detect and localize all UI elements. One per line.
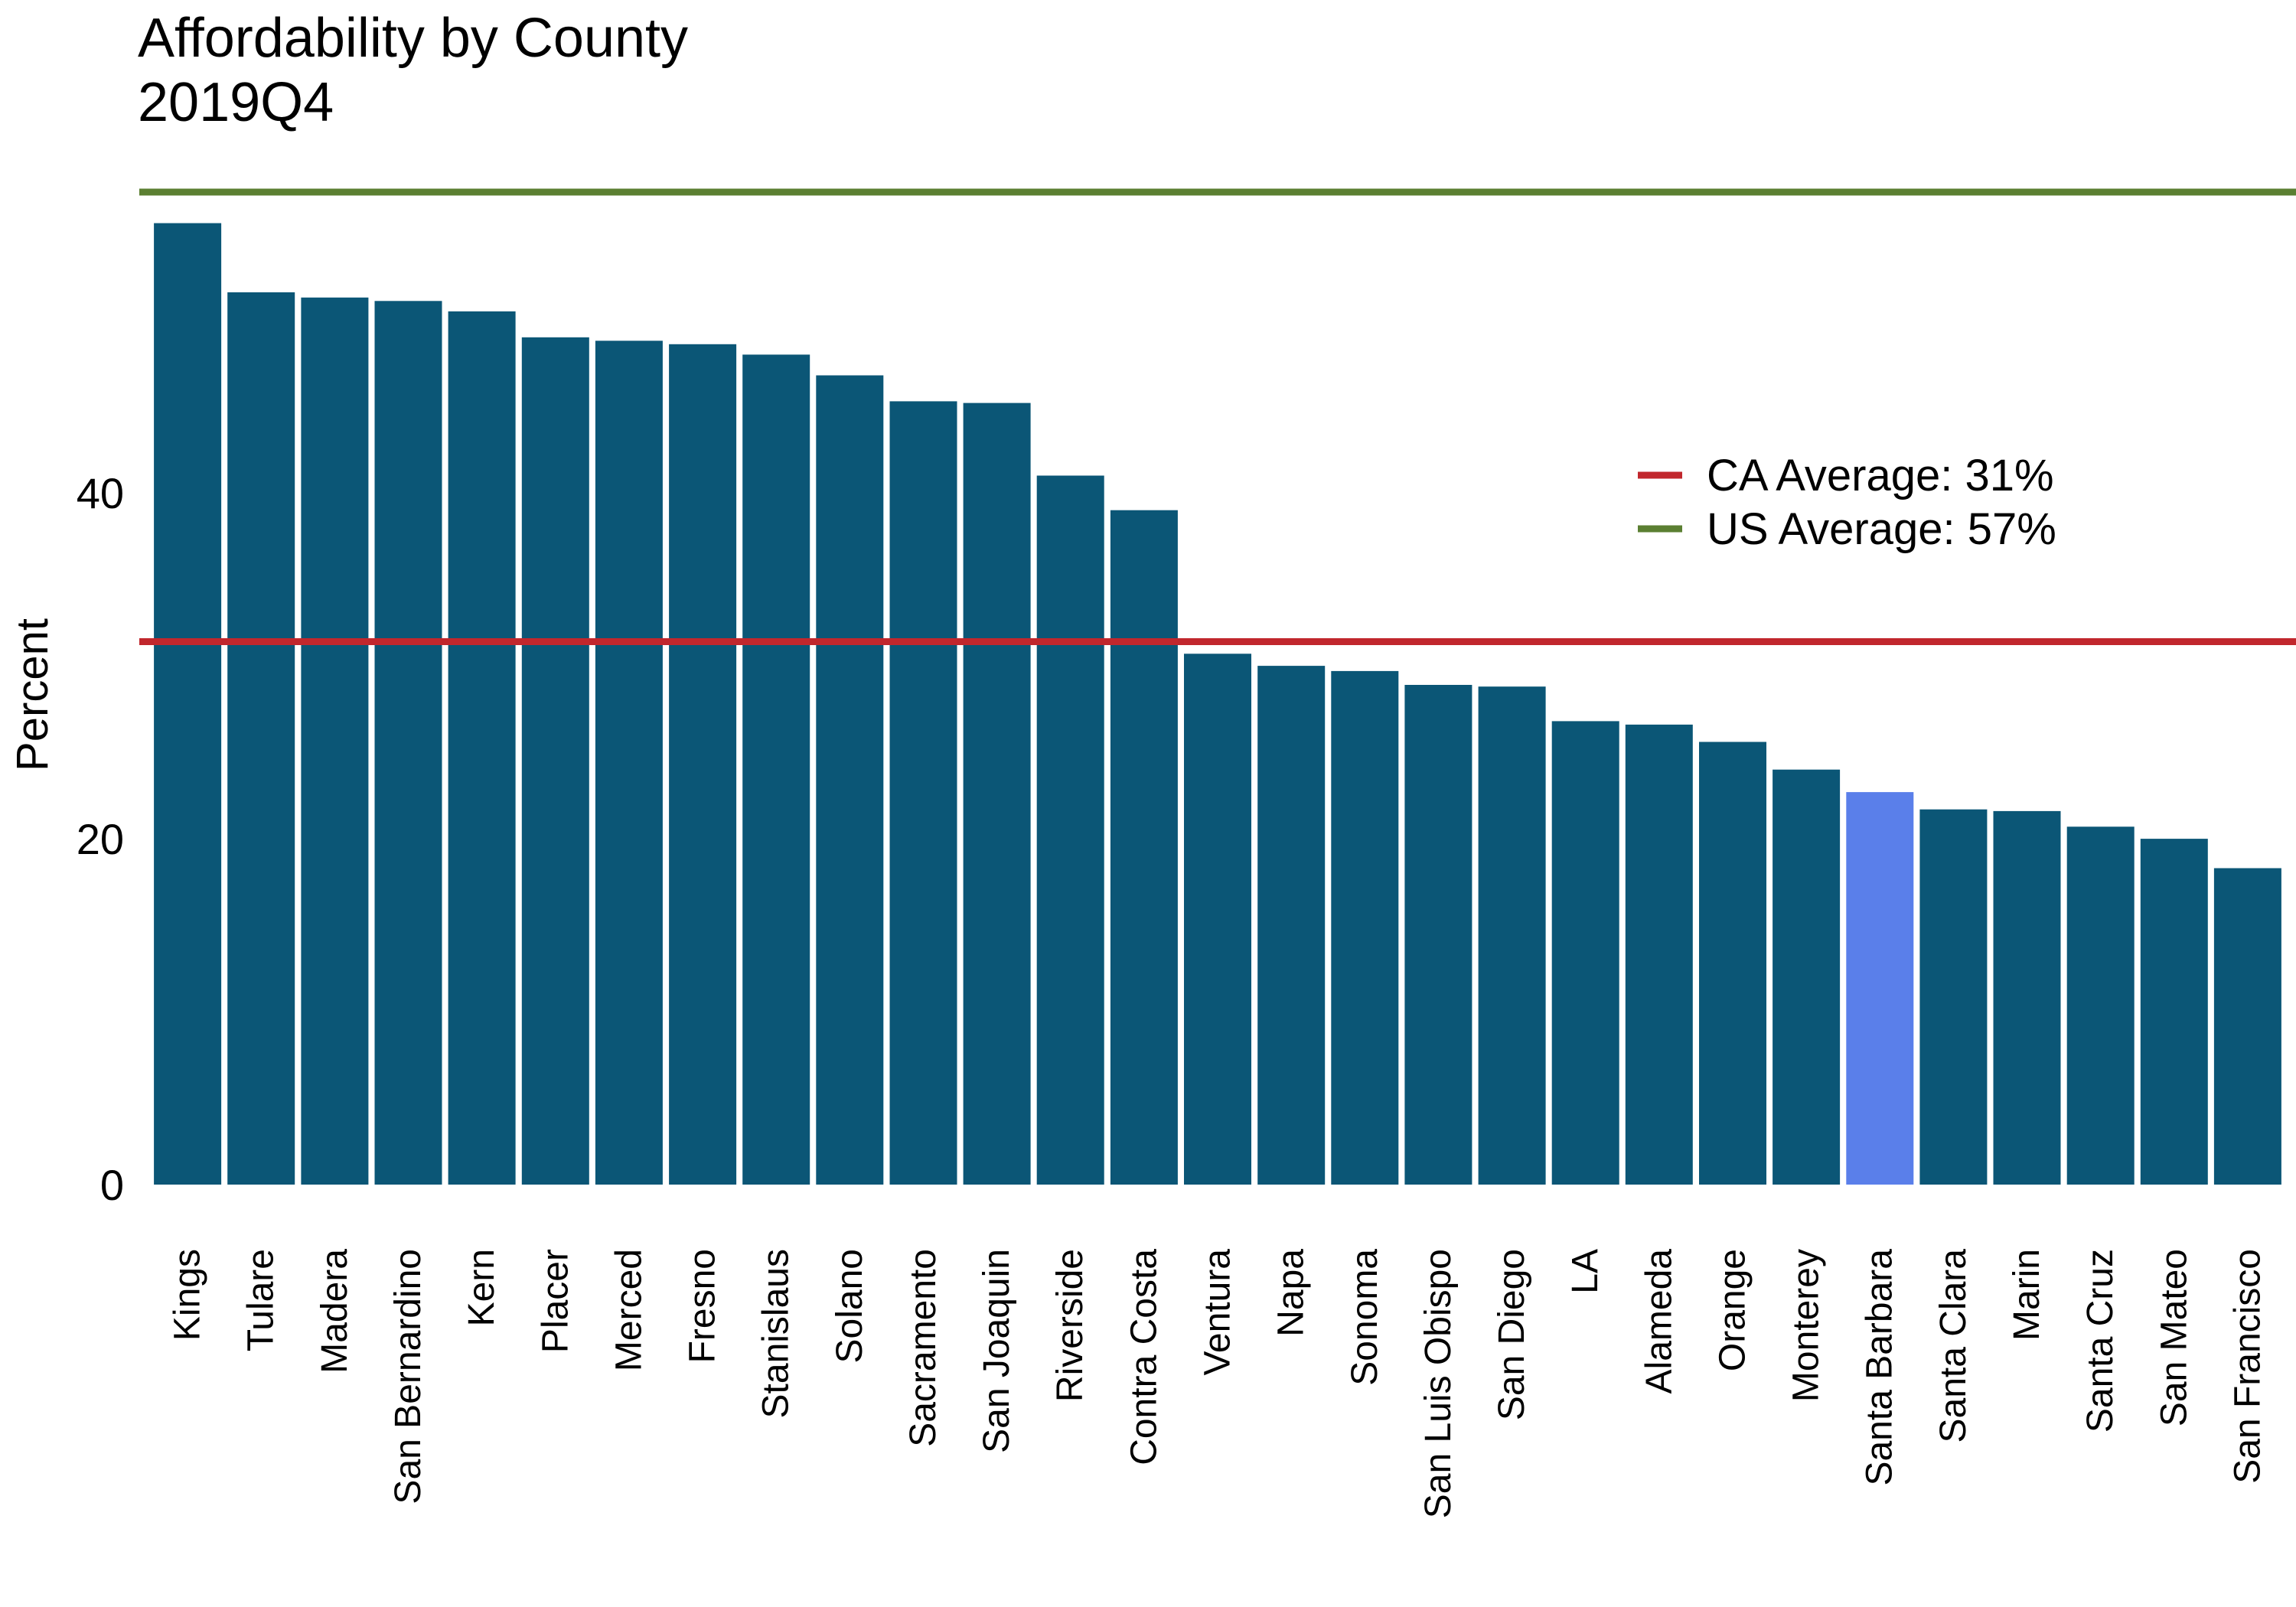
x-tick-label: Fresno (683, 1249, 723, 1363)
reference-lines (139, 188, 2296, 645)
bar-merced (595, 341, 663, 1185)
legend-label: US Average: 57% (1707, 504, 2056, 554)
bar-solano (816, 375, 884, 1185)
x-tick-label: LA (1565, 1249, 1606, 1294)
legend-label: CA Average: 31% (1707, 451, 2054, 500)
x-tick-label: Stanislaus (756, 1249, 797, 1418)
legend: CA Average: 31%US Average: 57% (1638, 451, 2056, 554)
bar-santa-cruz (2066, 826, 2135, 1185)
x-tick-label: San Bernardino (388, 1249, 429, 1504)
x-tick-label: San Luis Obispo (1418, 1249, 1459, 1518)
bar-placer (521, 337, 589, 1185)
chart-title: Affordability by County (138, 8, 689, 69)
bar-santa-clara (1919, 809, 1988, 1185)
bars (154, 223, 2281, 1185)
y-tick-label: 40 (77, 469, 124, 517)
x-tick-label: Santa Cruz (2080, 1249, 2121, 1433)
bar-kern (448, 311, 516, 1185)
x-tick-label: Solano (830, 1249, 870, 1363)
bar-alameda (1625, 724, 1693, 1185)
x-tick-label: Napa (1271, 1249, 1312, 1337)
x-tick-label: Santa Clara (1933, 1249, 1974, 1443)
x-tick-label: San Joaquin (977, 1249, 1017, 1453)
x-tick-label: Merced (608, 1249, 649, 1371)
bar-san-joaquin (963, 403, 1031, 1185)
bar-orange (1699, 742, 1766, 1185)
bar-ventura (1184, 654, 1251, 1185)
x-tick-label: Marin (2007, 1249, 2047, 1341)
bar-san-luis-obispo (1404, 685, 1473, 1185)
y-tick-label: 0 (100, 1161, 124, 1209)
bar-contra-costa (1110, 510, 1178, 1185)
x-tick-label: Riverside (1050, 1249, 1091, 1402)
x-tick-label: Kern (461, 1249, 502, 1326)
x-tick-label: San Francisco (2227, 1249, 2268, 1484)
bar-madera (301, 297, 369, 1185)
chart-subtitle: 2019Q4 (138, 72, 334, 133)
x-tick-label: Ventura (1198, 1249, 1238, 1376)
bar-sonoma (1331, 670, 1399, 1185)
x-tick-label: San Mateo (2154, 1249, 2194, 1426)
x-tick-label: Monterey (1786, 1249, 1827, 1402)
y-axis-ticks: 0 20 40 (77, 469, 124, 1209)
x-tick-label: Placer (535, 1249, 576, 1353)
bar-napa (1257, 666, 1326, 1185)
bar-monterey (1773, 769, 1841, 1185)
bar-san-bernardino (374, 301, 442, 1185)
bar-stanislaus (742, 354, 810, 1185)
bar-tulare (227, 292, 295, 1185)
y-tick-label: 20 (77, 815, 124, 863)
bar-sacramento (889, 401, 957, 1185)
x-tick-label: Madera (315, 1249, 355, 1374)
bar-san-francisco (2213, 868, 2281, 1185)
bar-san-diego (1478, 686, 1546, 1185)
bar-marin (1993, 810, 2061, 1185)
x-tick-label: Orange (1713, 1249, 1753, 1371)
x-tick-label: Sacramento (903, 1249, 944, 1447)
x-tick-label: Sonoma (1345, 1249, 1385, 1386)
y-axis-title: Percent (8, 618, 57, 771)
bar-fresno (669, 344, 737, 1185)
bar-santa-barbara (1846, 792, 1914, 1185)
x-tick-label: Contra Costa (1124, 1249, 1164, 1465)
x-tick-label: San Diego (1492, 1249, 1532, 1420)
bar-riverside (1036, 475, 1104, 1185)
bar-san-mateo (2140, 839, 2208, 1185)
x-tick-label: Alameda (1639, 1249, 1679, 1394)
x-tick-label: Kings (168, 1249, 208, 1341)
x-axis-categories: Kings Tulare Madera San Bernardino Kern Place… (168, 1249, 2268, 1519)
x-tick-label: Tulare (241, 1249, 282, 1351)
x-tick-label: Santa Barbara (1860, 1249, 1900, 1486)
bar-kings (154, 223, 222, 1185)
bar-la (1551, 721, 1619, 1185)
